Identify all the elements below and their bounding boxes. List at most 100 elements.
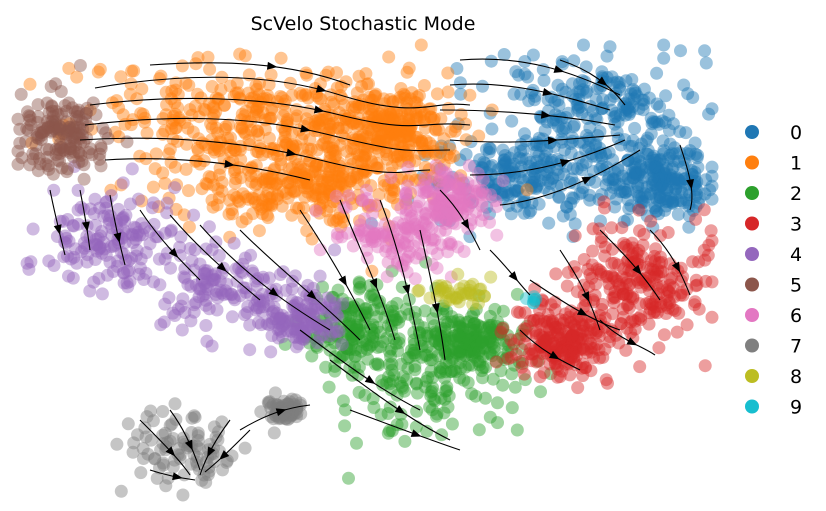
- point-cluster-2: [340, 341, 354, 355]
- point-cluster-1: [432, 174, 446, 188]
- point-cluster-1: [317, 182, 331, 196]
- point-cluster-0: [525, 181, 539, 195]
- point-cluster-0: [529, 138, 543, 152]
- point-cluster-0: [648, 201, 662, 215]
- point-cluster-0: [589, 137, 603, 151]
- point-cluster-2: [505, 343, 519, 357]
- point-cluster-1: [312, 91, 326, 105]
- point-cluster-1: [268, 178, 282, 192]
- point-cluster-0: [609, 106, 623, 120]
- point-cluster-1: [323, 165, 337, 179]
- point-cluster-2: [328, 321, 342, 335]
- point-cluster-1: [234, 153, 248, 167]
- point-cluster-0: [453, 76, 467, 90]
- point-cluster-0: [418, 148, 432, 162]
- point-cluster-0: [645, 172, 659, 186]
- point-cluster-3: [569, 349, 583, 363]
- point-cluster-0: [669, 147, 683, 161]
- point-cluster-2: [353, 276, 366, 290]
- point-cluster-0: [532, 149, 546, 162]
- point-cluster-1: [232, 161, 246, 175]
- point-cluster-1: [302, 117, 316, 130]
- point-cluster-0: [579, 86, 593, 100]
- point-cluster-2: [475, 364, 489, 378]
- point-cluster-1: [223, 138, 237, 152]
- point-cluster-0: [657, 172, 671, 185]
- point-cluster-1: [375, 128, 389, 142]
- point-cluster-1: [404, 92, 417, 106]
- point-cluster-1: [333, 159, 347, 173]
- point-cluster-2: [440, 380, 454, 394]
- point-cluster-1: [281, 113, 294, 126]
- point-cluster-0: [507, 157, 521, 171]
- point-cluster-0: [510, 184, 524, 197]
- point-cluster-2: [491, 315, 505, 329]
- point-cluster-1: [130, 92, 144, 106]
- point-cluster-1: [335, 92, 349, 105]
- point-cluster-4: [262, 271, 276, 285]
- point-cluster-1: [242, 133, 256, 147]
- point-cluster-0: [551, 78, 565, 92]
- point-cluster-1: [394, 82, 408, 95]
- point-cluster-1: [403, 155, 417, 169]
- point-cluster-1: [209, 121, 223, 135]
- point-cluster-2: [484, 334, 498, 348]
- point-cluster-1: [191, 51, 205, 65]
- point-cluster-3: [697, 203, 711, 217]
- point-cluster-0: [622, 92, 636, 106]
- point-cluster-0: [628, 85, 642, 98]
- point-cluster-0: [567, 191, 580, 205]
- point-cluster-4: [71, 183, 85, 197]
- point-cluster-1: [347, 142, 361, 155]
- point-cluster-0: [552, 190, 566, 204]
- point-cluster-2: [469, 302, 483, 316]
- point-cluster-2: [458, 349, 472, 362]
- point-cluster-5: [73, 59, 87, 72]
- point-cluster-0: [559, 85, 573, 99]
- point-cluster-0: [649, 160, 663, 174]
- point-cluster-6: [360, 243, 374, 257]
- point-cluster-0: [483, 160, 497, 174]
- point-cluster-0: [663, 168, 677, 182]
- point-cluster-4: [227, 236, 241, 250]
- point-cluster-2: [467, 330, 481, 344]
- point-cluster-1: [339, 113, 353, 127]
- point-cluster-2: [502, 338, 516, 352]
- point-cluster-1: [303, 154, 317, 168]
- point-cluster-0: [669, 177, 683, 190]
- point-cluster-0: [705, 179, 719, 193]
- point-cluster-2: [337, 348, 351, 362]
- point-cluster-1: [281, 191, 295, 205]
- point-cluster-2: [385, 300, 399, 314]
- point-cluster-0: [666, 196, 680, 210]
- point-cluster-0: [515, 152, 529, 166]
- point-cluster-0: [656, 134, 670, 148]
- point-cluster-0: [654, 169, 668, 183]
- point-cluster-1: [285, 208, 299, 222]
- point-cluster-1: [378, 178, 391, 192]
- point-cluster-1: [314, 114, 328, 127]
- point-cluster-1: [384, 233, 398, 247]
- point-cluster-2: [400, 373, 414, 387]
- point-cluster-2: [445, 315, 458, 329]
- point-cluster-1: [429, 123, 443, 137]
- point-cluster-2: [429, 304, 443, 318]
- point-cluster-2: [360, 338, 374, 352]
- point-cluster-0: [656, 192, 670, 206]
- point-cluster-0: [594, 149, 608, 162]
- point-cluster-1: [279, 187, 293, 200]
- point-cluster-1: [182, 184, 195, 198]
- point-cluster-1: [410, 130, 424, 144]
- point-cluster-2: [350, 318, 364, 332]
- point-cluster-2: [478, 341, 492, 355]
- point-cluster-0: [555, 111, 569, 125]
- point-cluster-0: [698, 44, 712, 58]
- point-cluster-1: [333, 207, 347, 221]
- point-cluster-1: [286, 139, 300, 153]
- point-cluster-0: [644, 187, 658, 201]
- point-cluster-1: [165, 116, 179, 130]
- point-cluster-1: [375, 109, 389, 123]
- point-cluster-1: [271, 188, 284, 202]
- point-cluster-0: [442, 214, 456, 228]
- point-cluster-1: [378, 133, 392, 147]
